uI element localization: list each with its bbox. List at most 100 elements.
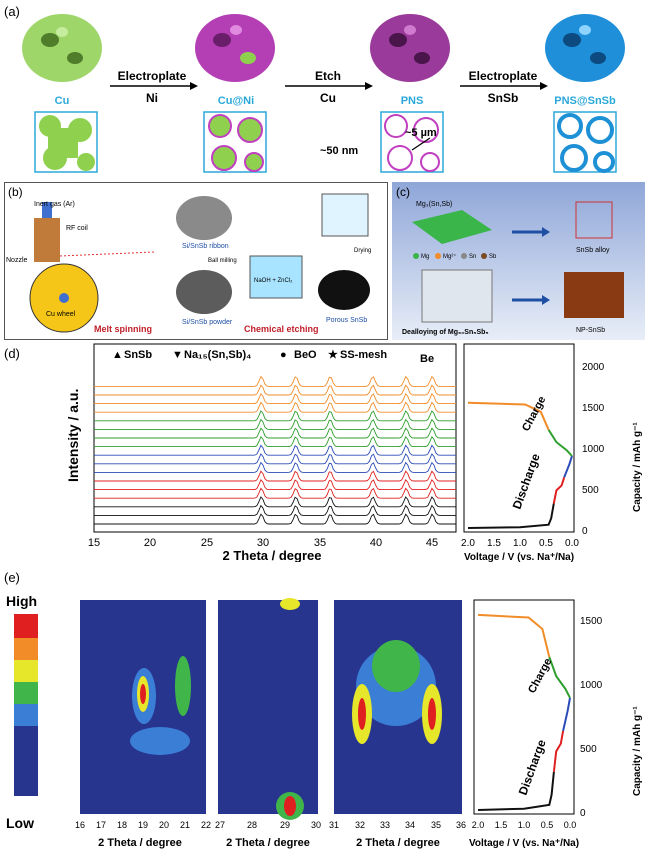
panel-b: (b) Inert gas (Ar) RF coil Nozzle Cu whe… [4, 182, 388, 340]
stage-pnssnsb-label: PNS@SnSb [554, 95, 616, 107]
svg-text:40: 40 [370, 537, 382, 549]
na15-legend-label: Na₁₅(Sn,Sb)₄ [184, 349, 251, 361]
rf-coil-image [34, 218, 60, 262]
capacity-segment-3 [547, 429, 573, 457]
panel-a: (a) Cu Cu@Ni PNS PNS@SnSb Electroplate N… [4, 4, 625, 173]
svg-text:29: 29 [280, 820, 290, 830]
svg-text:1.5: 1.5 [495, 820, 508, 830]
d-right-xlabel: Voltage / V (vs. Na⁺/Na) [464, 552, 574, 562]
svg-text:34: 34 [405, 820, 415, 830]
be-label: Be [420, 353, 434, 365]
snsb-legend-label: SnSb [124, 349, 152, 361]
xrd-trace-14 [94, 392, 456, 405]
svg-text:1.5: 1.5 [487, 538, 501, 549]
panel-c: (c) Mg₃(Sn,Sb) Mg Mg²⁺ Sn Sb Dealloying … [392, 182, 645, 340]
svg-text:22: 22 [201, 820, 211, 830]
svg-text:17: 17 [96, 820, 106, 830]
svg-text:33: 33 [380, 820, 390, 830]
xrd-trace-11 [94, 418, 456, 430]
svg-text:Mg: Mg [421, 254, 429, 260]
pns-snsb-foam-image [545, 14, 625, 82]
cu-foam-image [22, 14, 102, 82]
panel-d-label: (d) [4, 346, 20, 361]
xrd-trace-15 [94, 384, 456, 396]
beo-legend-label: BeO [294, 349, 317, 361]
xrd-ylabel: Intensity / a.u. [65, 389, 81, 482]
e-right-xlabel: Voltage / V (vs. Na⁺/Na) [469, 838, 579, 849]
svg-text:25: 25 [201, 537, 213, 549]
solution-label: NaOH + ZnCl₂ [254, 278, 293, 284]
svg-text:32: 32 [355, 820, 365, 830]
xrd-trace-13 [94, 401, 456, 413]
xrd-trace-0 [94, 513, 456, 525]
ribbon-image [176, 196, 232, 240]
d-right-xticks: 2.0 1.5 1.0 0.5 0.0 [461, 538, 579, 549]
np-snsb-label: NP-SnSb [576, 327, 605, 334]
svg-text:28: 28 [247, 820, 257, 830]
capacity-segment-3 [548, 656, 571, 699]
xrd-xticks: 15 20 25 30 35 40 45 [88, 537, 438, 549]
svg-text:0: 0 [582, 526, 588, 537]
xrd-traces [94, 375, 456, 525]
dim-thickness: ~50 nm [320, 145, 358, 157]
svg-text:0.0: 0.0 [565, 538, 579, 549]
map3-ticks: 31 32 33 34 35 36 [329, 820, 466, 830]
d-right-yticks: 0 500 1000 1500 2000 [582, 362, 605, 537]
svg-text:2000: 2000 [582, 362, 605, 373]
svg-text:18: 18 [117, 820, 127, 830]
svg-text:500: 500 [580, 744, 597, 755]
xrd-xlabel: 2 Theta / degree [223, 548, 322, 562]
svg-text:21: 21 [180, 820, 190, 830]
powder-label: Si/SnSb powder [182, 319, 233, 326]
svg-text:0.5: 0.5 [541, 820, 554, 830]
capacity-segment-0 [467, 503, 555, 529]
svg-text:0: 0 [580, 808, 586, 819]
capacity-segment-1 [552, 730, 565, 772]
e-capacity-curve [477, 613, 571, 811]
pns-foam-image [370, 14, 450, 82]
contour-map-3 [334, 600, 462, 814]
dim-pore: ~5 µm [405, 127, 437, 139]
xrd-trace-1 [94, 504, 456, 516]
svg-text:1.0: 1.0 [513, 538, 527, 549]
dealloying-label: Dealloying of Mg₉₀Sn₅Sb₅ [402, 329, 489, 336]
rf-coil-label: RF coil [66, 225, 88, 232]
na15-legend-symbol: ▼ [172, 349, 183, 361]
capacity-segment-1 [552, 476, 566, 504]
xrd-trace-16 [94, 375, 456, 387]
xrd-trace-10 [94, 427, 456, 439]
stage-cu-label: Cu [55, 95, 70, 107]
atom-legend: Mg Mg²⁺ Sn Sb [413, 253, 497, 260]
cu-cross-section [34, 111, 98, 173]
scale-low-label: Low [6, 815, 34, 831]
inert-gas-label: Inert gas (Ar) [34, 201, 75, 208]
xrd-trace-5 [94, 470, 456, 482]
scale-high-label: High [6, 593, 37, 609]
snsb-alloy-image [575, 201, 613, 239]
gas-inlet [42, 202, 52, 228]
svg-text:36: 36 [456, 820, 466, 830]
svg-text:45: 45 [426, 537, 438, 549]
step2-bottom: Cu [320, 91, 336, 105]
pns-cross-section [380, 111, 444, 173]
svg-text:16: 16 [75, 820, 85, 830]
e-right-yticks: 0 500 1000 1500 [580, 616, 603, 819]
svg-text:0.0: 0.0 [564, 820, 577, 830]
svg-text:1000: 1000 [582, 444, 605, 455]
map1-ticks: 16 17 18 19 20 21 22 [75, 820, 211, 830]
porous-label: Porous SnSb [326, 317, 367, 324]
contour-map-2 [218, 598, 318, 820]
capacity-segment-2 [562, 697, 571, 732]
step3-top: Electroplate [469, 69, 538, 83]
svg-text:30: 30 [257, 537, 269, 549]
svg-text:15: 15 [88, 537, 100, 549]
svg-text:20: 20 [144, 537, 156, 549]
svg-text:Sn: Sn [469, 254, 476, 260]
e-right-ylabel: Capacity / mAh g⁻¹ [632, 706, 643, 796]
xrd-trace-6 [94, 461, 456, 473]
d-capacity-curve [467, 401, 573, 529]
ball-milling-label: Ball milling [208, 258, 237, 264]
capacity-segment-4 [477, 613, 551, 658]
svg-text:30: 30 [311, 820, 321, 830]
panel-e: (e) High Low 16 17 18 19 20 21 22 27 28 29 30 31 3… [4, 570, 643, 849]
